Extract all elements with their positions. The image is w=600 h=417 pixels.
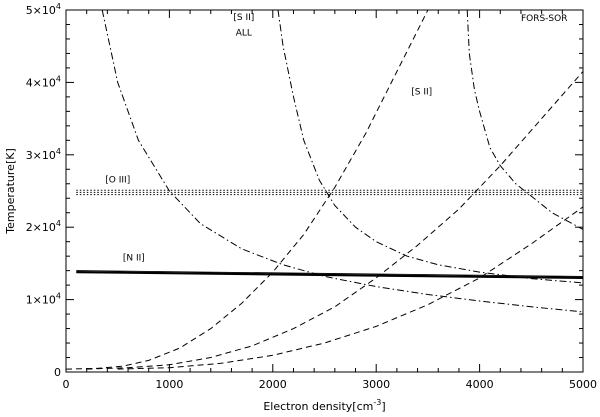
series-line-8 (66, 10, 429, 370)
ticks-layer: 0 1000 2000 3000 4000 5000 0 1×104 2×104 3×104 4×1… (26, 2, 597, 391)
x-tick-label: 4000 (466, 378, 494, 391)
x-tick-label: 1000 (155, 378, 183, 391)
x-axis-title: Electron density[cm-3] (263, 398, 385, 413)
series-line-9 (86, 71, 583, 370)
y-tick-label: 2×104 (26, 219, 61, 234)
annotation-label: [S II] (233, 13, 254, 23)
y-axis-title: Temperature[K] (4, 148, 17, 234)
series-layer (66, 10, 583, 370)
x-axis-title-main: Electron density[cm (263, 400, 373, 413)
series-line-7 (466, 10, 583, 230)
x-tick-label: 2000 (259, 378, 287, 391)
annotation-label: [S II] (411, 88, 432, 98)
x-axis-title-end: ] (381, 400, 385, 413)
x-tick-label: 0 (63, 378, 70, 391)
series-line-6 (277, 10, 583, 284)
plot-frame (65, 9, 584, 373)
series-line-5 (101, 10, 583, 313)
annotation-label: ALL (236, 28, 252, 38)
y-tick-label: 4×104 (26, 74, 61, 89)
x-axis-title-sup: -3 (373, 398, 381, 407)
annotation-label: [N II] (123, 254, 145, 264)
series-line-1 (76, 270, 583, 277)
y-tick-label: 0 (54, 366, 61, 379)
series-line-10 (117, 206, 583, 370)
y-tick-label: 1×104 (26, 292, 61, 307)
y-tick-label: 5×104 (26, 2, 61, 17)
y-tick-label: 3×104 (26, 147, 61, 162)
annotation-label: [O III] (105, 175, 130, 185)
series-line-0 (76, 271, 583, 279)
annotations: FORS-SOR [S II] ALL [S II] [O III] [N II] (105, 13, 567, 263)
annotation-label: FORS-SOR (521, 14, 568, 24)
x-tick-label: 5000 (569, 378, 597, 391)
x-tick-label: 3000 (362, 378, 390, 391)
